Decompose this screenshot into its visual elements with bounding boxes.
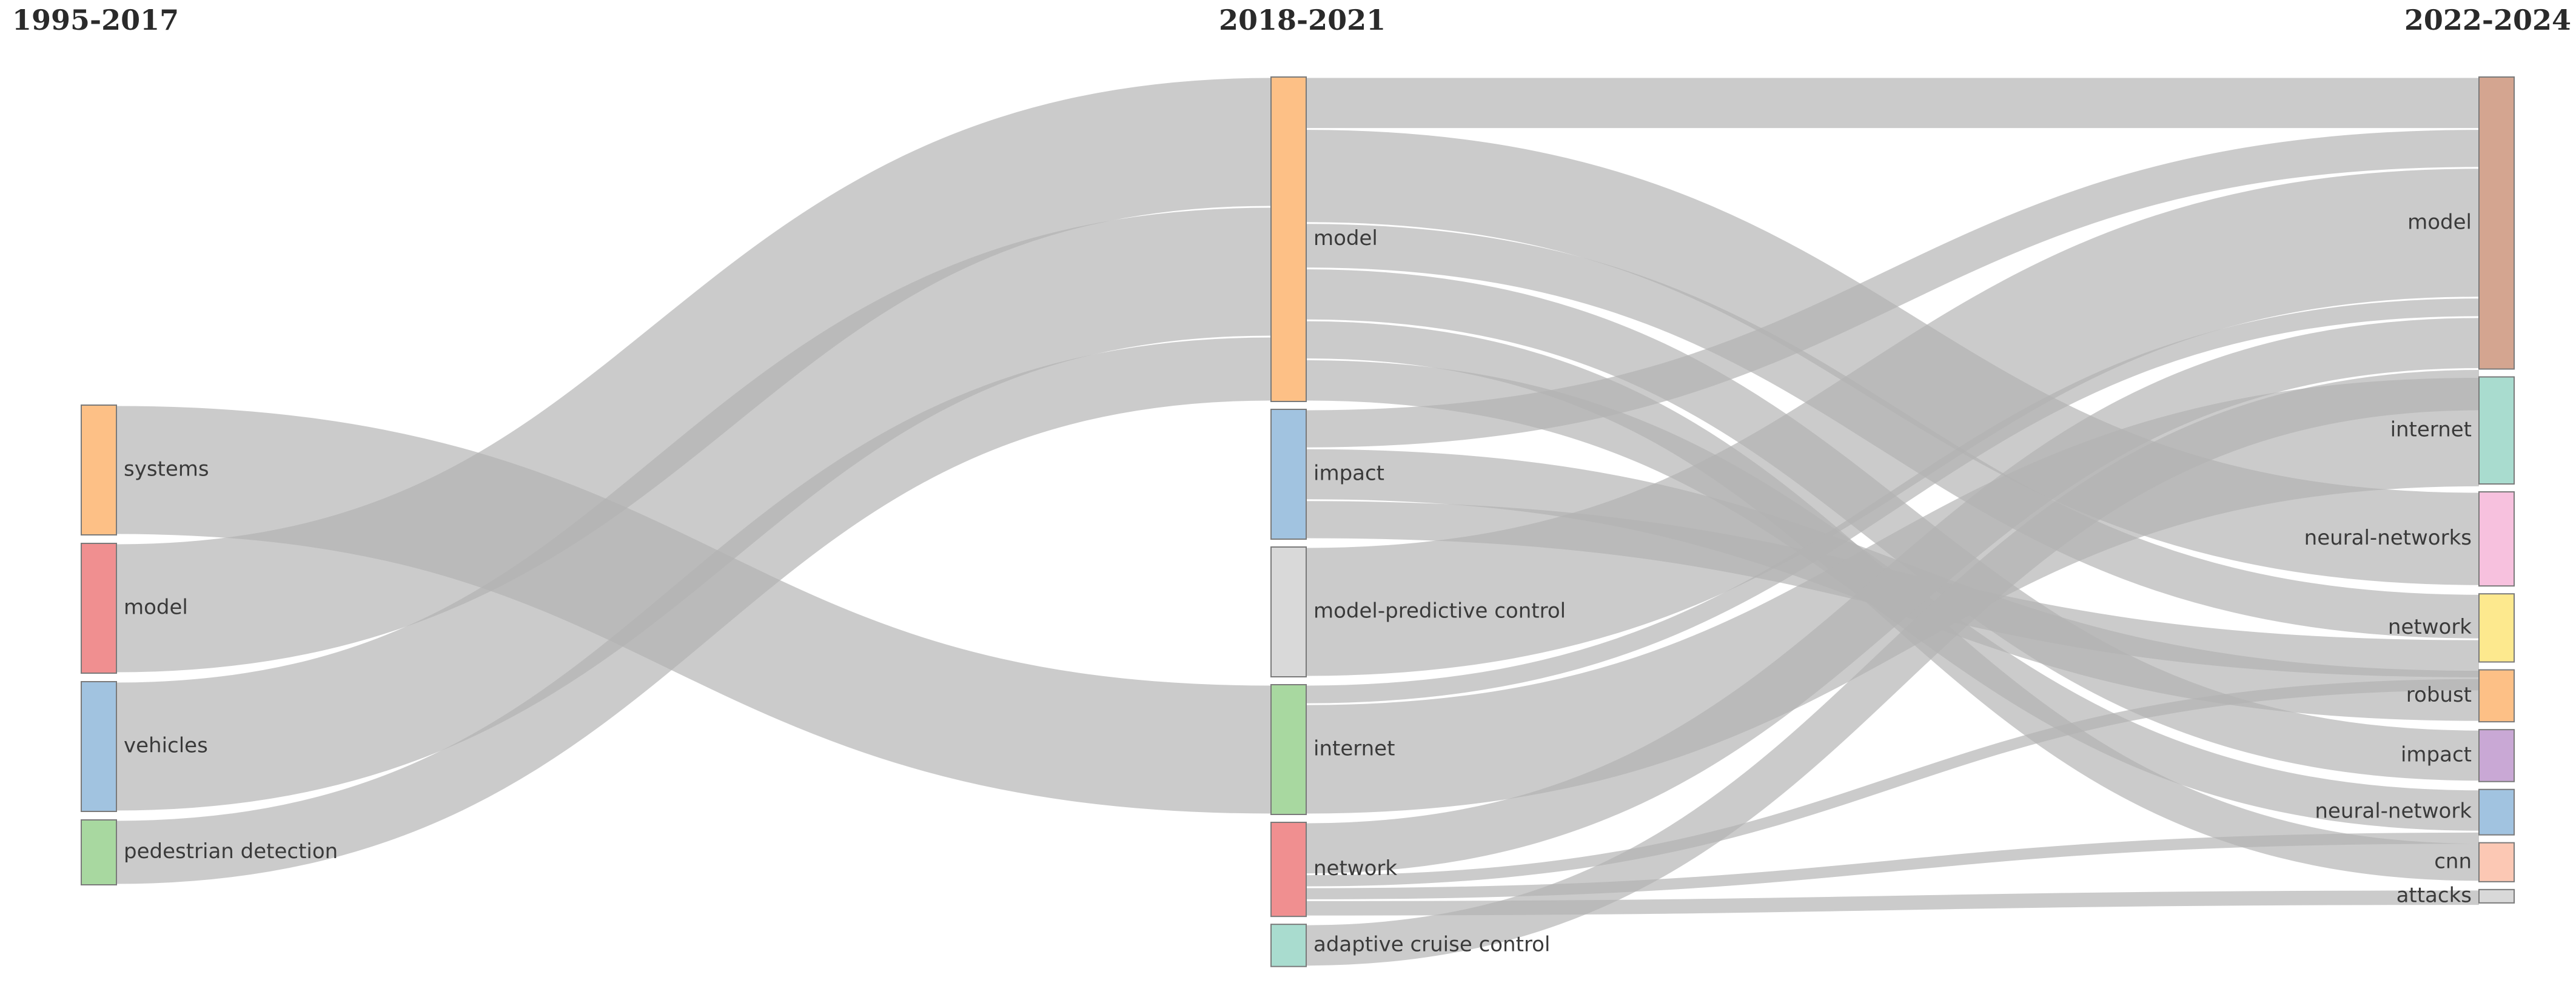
link-network-to-model[interactable] (1306, 318, 2480, 874)
node-label-b-acc: adaptive cruise control (1313, 932, 1550, 956)
node-c-nn[interactable] (2478, 491, 2515, 587)
node-a-systems[interactable] (81, 405, 117, 535)
link-internet-to-model[interactable] (1306, 298, 2480, 703)
node-label-b-internet: internet (1313, 737, 1395, 761)
node-c-internet[interactable] (2478, 376, 2515, 485)
node-label-c-attacks: attacks (2397, 883, 2472, 907)
link-network-to-network[interactable] (1306, 679, 2480, 887)
link-vehicles-to-model[interactable] (116, 207, 1272, 811)
node-label-b-model: model (1313, 226, 1378, 250)
node-label-c-nn: neural-networks (2304, 526, 2472, 550)
node-c-attacks[interactable] (2478, 888, 2515, 904)
node-c-robust[interactable] (2478, 669, 2515, 723)
node-label-c-robust: robust (2406, 683, 2472, 707)
node-c-cnn[interactable] (2478, 842, 2515, 882)
period-title-1995-2017: 1995-2017 (12, 4, 179, 36)
link-adaptive-cruise-control-to-model[interactable] (1306, 370, 2480, 966)
node-c-network[interactable] (2478, 593, 2515, 663)
node-a-vehicles[interactable] (81, 681, 117, 812)
node-label-a-vehicles: vehicles (124, 734, 208, 758)
node-b-mpc[interactable] (1270, 546, 1307, 677)
labels-layer: systems model vehicles pedestrian detection… (124, 210, 2472, 956)
node-label-c-cnn: cnn (2434, 849, 2472, 873)
period-title-2018-2021: 2018-2021 (1219, 4, 1386, 36)
node-label-a-pedestrian: pedestrian detection (124, 839, 338, 864)
node-label-c-network: network (2388, 615, 2472, 639)
link-impact-to-model[interactable] (1306, 130, 2480, 448)
period-title-2022-2024: 2022-2024 (2404, 4, 2571, 36)
nodes-layer (81, 76, 2515, 967)
node-b-impact[interactable] (1270, 409, 1307, 540)
node-label-c-neuralnet: neural-network (2315, 799, 2472, 824)
node-label-a-model: model (124, 596, 188, 620)
link-pedestrian-detection-to-model[interactable] (116, 337, 1272, 884)
node-b-internet[interactable] (1270, 684, 1307, 815)
node-b-network[interactable] (1270, 822, 1307, 918)
links-layer (116, 78, 2480, 966)
node-c-impact[interactable] (2478, 729, 2515, 782)
node-label-b-impact: impact (1313, 462, 1384, 486)
node-c-model[interactable] (2478, 76, 2515, 370)
node-a-model[interactable] (81, 543, 117, 674)
link-model-to-model[interactable] (116, 78, 1272, 673)
node-b-acc[interactable] (1270, 924, 1307, 967)
node-label-c-internet: internet (2390, 417, 2472, 441)
node-a-pedestrian[interactable] (81, 819, 117, 885)
node-label-b-network: network (1313, 856, 1397, 881)
link-model-to-impact[interactable] (1306, 269, 2480, 781)
node-c-neuralnet[interactable] (2478, 788, 2515, 836)
node-label-a-systems: systems (124, 457, 209, 482)
link-model-predictive-control-to-model[interactable] (1306, 169, 2480, 676)
node-label-b-mpc: model-predictive control (1313, 599, 1566, 623)
node-label-c-impact: impact (2401, 742, 2472, 767)
node-b-model[interactable] (1270, 76, 1307, 402)
node-label-c-model: model (2407, 210, 2472, 234)
